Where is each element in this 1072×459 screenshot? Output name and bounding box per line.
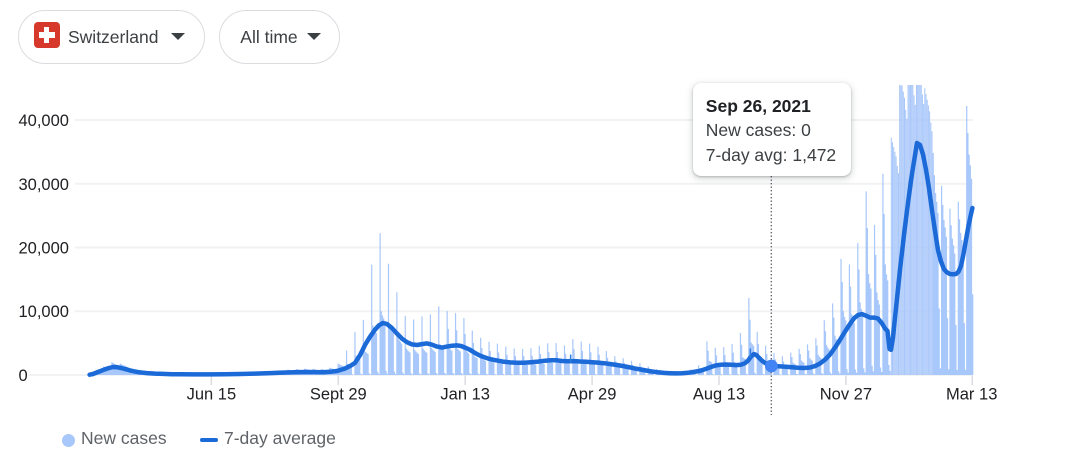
svg-text:Sept 29: Sept 29: [310, 386, 367, 404]
svg-text:Jan 13: Jan 13: [440, 386, 490, 404]
svg-text:10,000: 10,000: [19, 303, 69, 321]
svg-text:Aug 13: Aug 13: [693, 386, 745, 404]
svg-text:Jun 15: Jun 15: [187, 386, 237, 404]
svg-text:40,000: 40,000: [19, 112, 69, 130]
svg-text:30,000: 30,000: [19, 176, 69, 194]
svg-text:Mar 13: Mar 13: [946, 386, 997, 404]
svg-text:Apr 29: Apr 29: [568, 386, 617, 404]
svg-text:Nov 27: Nov 27: [820, 386, 872, 404]
svg-text:0: 0: [19, 367, 28, 385]
svg-text:20,000: 20,000: [19, 240, 69, 258]
